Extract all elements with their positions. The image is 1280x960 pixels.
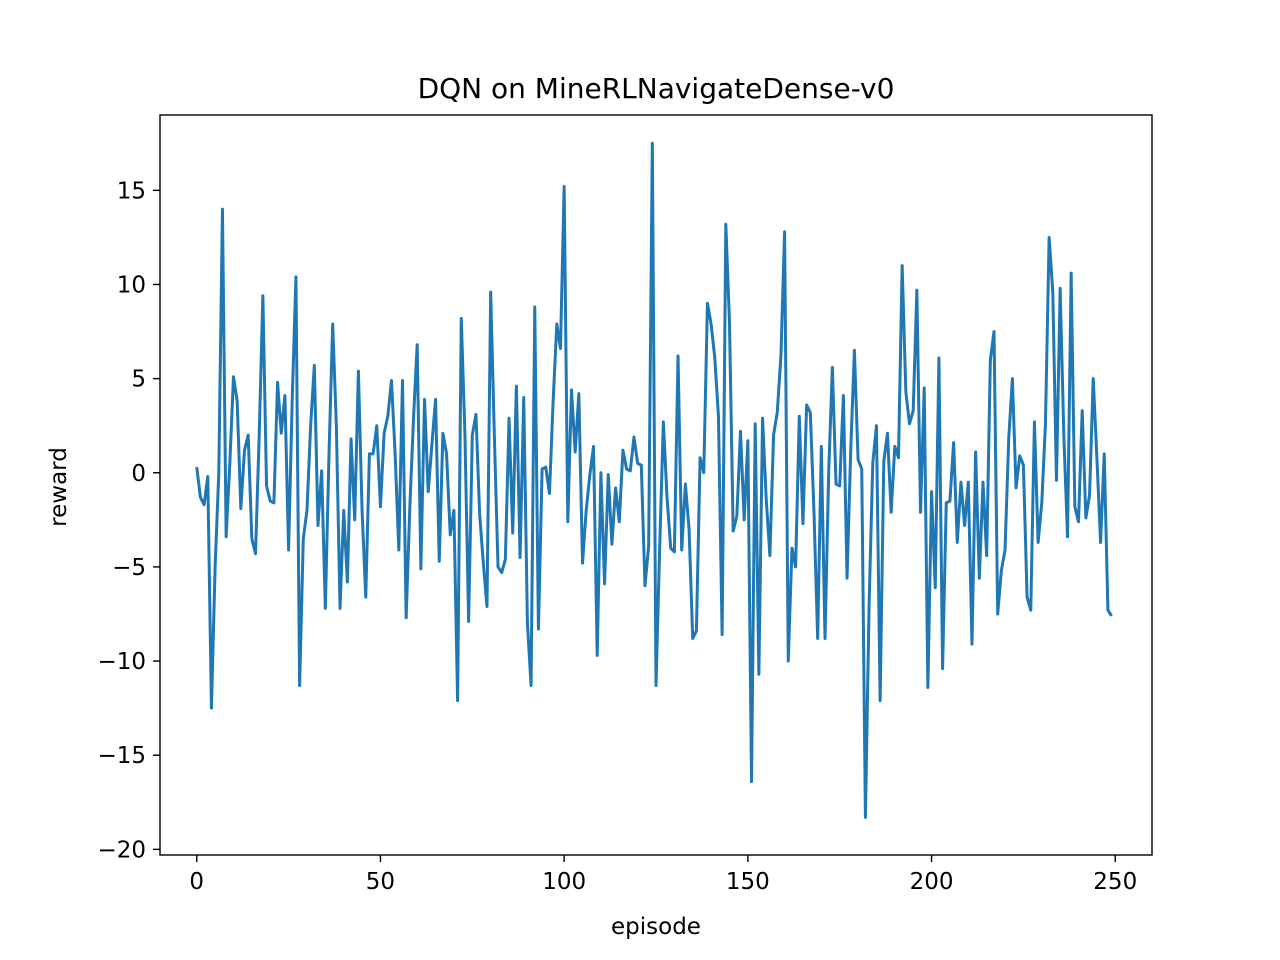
y-tick-label: −5 (112, 555, 146, 581)
y-tick-label: 15 (117, 178, 146, 204)
y-tick-label: 10 (117, 272, 146, 298)
x-tick-label: 0 (189, 869, 204, 895)
chart-title: DQN on MineRLNavigateDense-v0 (418, 72, 895, 105)
axes-frame (159, 114, 1153, 856)
x-tick-label: 100 (542, 869, 586, 895)
y-tick-label: −15 (97, 743, 146, 769)
y-tick-label: −10 (97, 649, 146, 675)
x-tick-label: 150 (726, 869, 770, 895)
x-tick-label: 200 (910, 869, 954, 895)
plot-area (195, 141, 1113, 819)
series-line-0 (195, 141, 1113, 819)
x-tick-label: 250 (1093, 869, 1137, 895)
y-axis: −20 −15 −10 −5 0 5 10 15 (97, 178, 160, 863)
y-axis-label: reward (46, 447, 72, 527)
x-axis: 0 50 100 150 200 250 (189, 855, 1137, 895)
y-tick-label: 5 (131, 367, 146, 393)
x-axis-label: episode (611, 914, 701, 940)
y-tick-label: 0 (131, 461, 146, 487)
y-tick-label: −20 (97, 837, 146, 863)
x-tick-label: 50 (366, 869, 395, 895)
